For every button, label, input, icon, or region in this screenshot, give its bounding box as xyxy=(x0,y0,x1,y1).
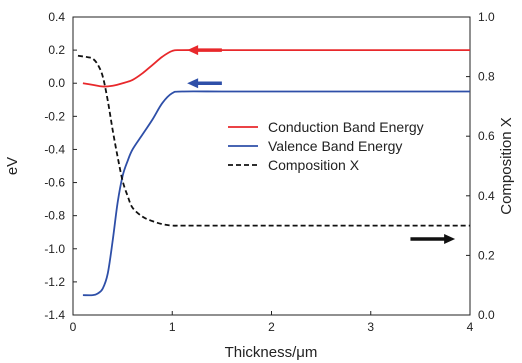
annotation-arrow-head xyxy=(187,78,199,89)
y-right-tick-label: 0.0 xyxy=(478,308,495,322)
y-left-tick-label: -0.6 xyxy=(44,176,65,190)
annotation-arrow-head xyxy=(444,234,456,245)
y-left-tick-label: -0.8 xyxy=(44,209,65,223)
x-tick-label: 4 xyxy=(467,320,474,334)
y-left-tick-label: -0.2 xyxy=(44,109,65,123)
y-left-tick-label: -0.4 xyxy=(44,142,65,156)
y-left-tick-label: -1.4 xyxy=(44,308,65,322)
legend-label: Valence Band Energy xyxy=(268,138,402,154)
y-right-tick-label: 1.0 xyxy=(478,10,495,24)
legend-label: Composition X xyxy=(268,157,360,173)
y-left-tick-label: -1.0 xyxy=(44,242,65,256)
y-axis-left-label: eV xyxy=(4,157,21,175)
valence-band-energy-line xyxy=(82,90,470,297)
y-right-tick-label: 0.6 xyxy=(478,129,495,143)
x-tick-label: 0 xyxy=(70,320,77,334)
conduction-band-energy-line xyxy=(82,49,470,88)
y-axis-right-label: Composition X xyxy=(498,117,515,215)
x-tick-label: 2 xyxy=(268,320,275,334)
legend: Conduction Band Energy Valence Band Energ… xyxy=(228,119,424,173)
composition-x-line xyxy=(77,54,470,227)
y-left-tick-label: 0.2 xyxy=(48,43,65,57)
y-left-tick-label: 0.4 xyxy=(48,10,65,24)
legend-label: Conduction Band Energy xyxy=(268,119,424,135)
y-right-tick-label: 0.8 xyxy=(478,70,495,84)
axis-ticks xyxy=(72,16,471,316)
y-right-tick-label: 0.4 xyxy=(478,189,495,203)
series-lines xyxy=(77,49,470,297)
x-tick-label: 1 xyxy=(169,320,176,334)
y-left-tick-label: 0.0 xyxy=(48,76,65,90)
annotation-arrow-head xyxy=(187,45,199,56)
tick-labels: 0 1 2 3 4 0.4 0.2 0.0 -0.2 -0.4 -0.6 -0.8 -1.0 -1.2 -1… xyxy=(44,10,495,334)
y-right-tick-label: 0.2 xyxy=(478,248,495,262)
annotation-arrows xyxy=(187,45,456,245)
x-axis-label: Thickness/μm xyxy=(225,344,318,361)
y-left-tick-label: -1.2 xyxy=(44,275,65,289)
x-tick-label: 3 xyxy=(367,320,374,334)
